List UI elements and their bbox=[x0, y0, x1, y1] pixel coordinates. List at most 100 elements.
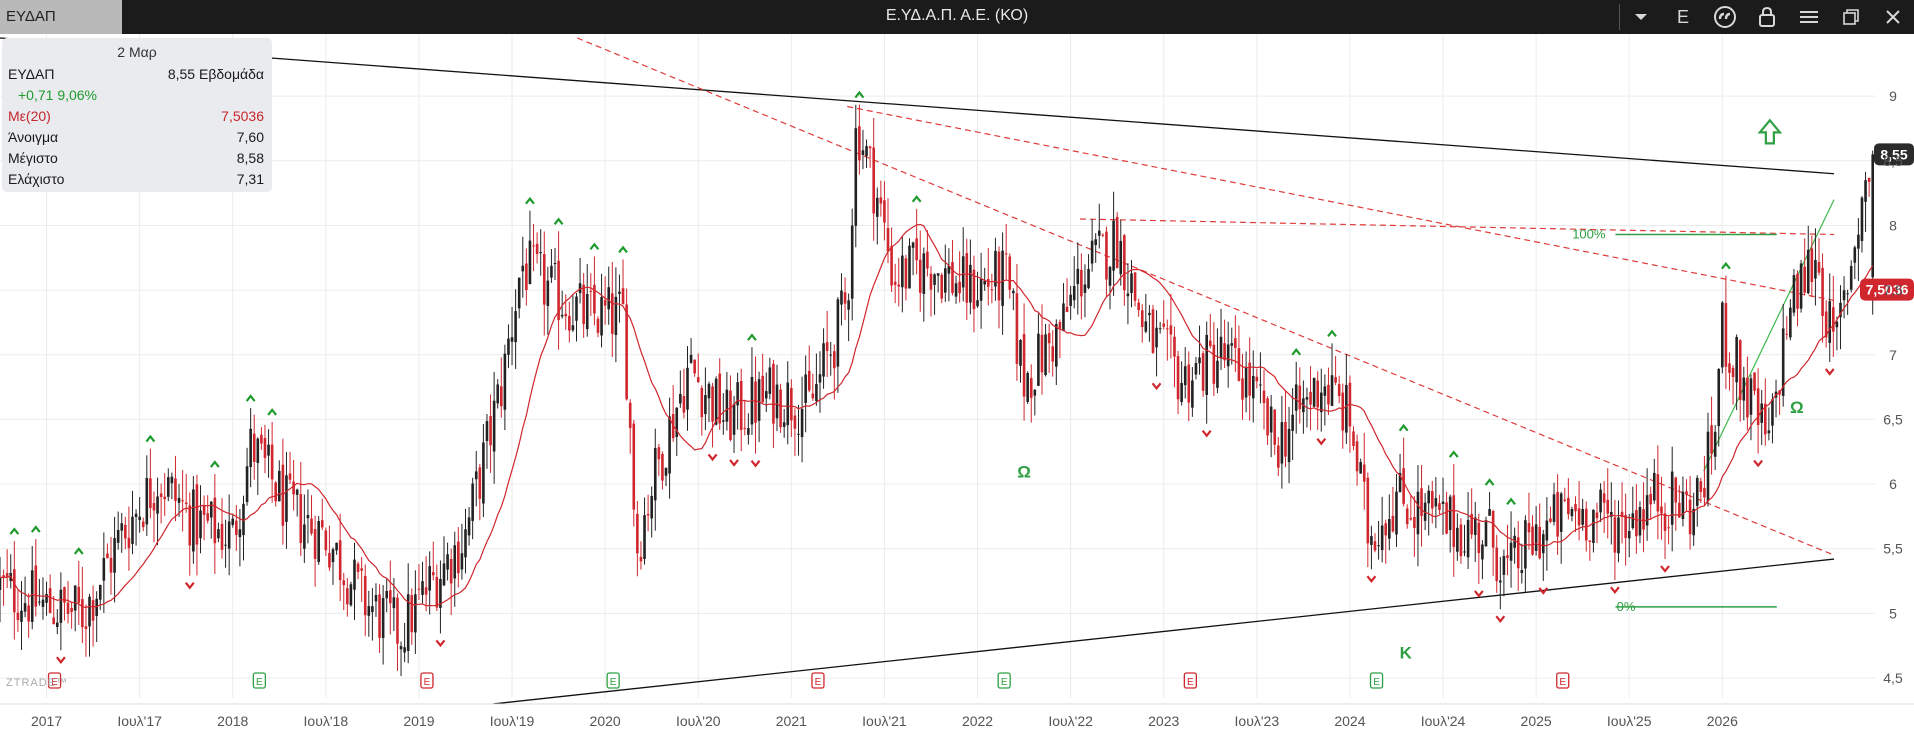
candle-body bbox=[1058, 322, 1062, 329]
candle-body bbox=[1352, 431, 1355, 447]
hamburger-menu-icon[interactable] bbox=[1788, 0, 1830, 34]
candle-body bbox=[542, 254, 546, 305]
candle-body bbox=[1065, 306, 1069, 312]
candle-body bbox=[1115, 216, 1119, 268]
candle-body bbox=[861, 150, 865, 155]
candle-body bbox=[1549, 518, 1552, 522]
candle-body bbox=[793, 415, 797, 429]
candle-body bbox=[1695, 477, 1699, 506]
candle-body bbox=[260, 434, 263, 444]
candle-body bbox=[1674, 477, 1678, 503]
info-low-label: Ελάχιστο bbox=[8, 171, 65, 187]
candle-body bbox=[850, 225, 854, 299]
candle-body bbox=[886, 227, 890, 252]
candle-body bbox=[707, 383, 711, 399]
candle-body bbox=[854, 128, 858, 226]
dashed-trendline bbox=[847, 105, 1835, 302]
candle-body bbox=[1072, 286, 1076, 301]
candle-body bbox=[1817, 261, 1821, 273]
candle-body bbox=[1552, 494, 1556, 522]
earnings-event-label: E bbox=[1373, 677, 1380, 688]
swing-high-marker bbox=[1398, 423, 1409, 432]
candle-body bbox=[410, 595, 414, 633]
candle-body bbox=[621, 288, 625, 305]
restore-window-icon[interactable] bbox=[1830, 0, 1872, 34]
lock-icon[interactable] bbox=[1746, 0, 1788, 34]
earnings-event-icon bbox=[252, 672, 267, 689]
candle-body bbox=[596, 318, 600, 333]
candle-body bbox=[1291, 414, 1294, 431]
candle-body bbox=[578, 283, 582, 294]
candle-body bbox=[772, 363, 775, 424]
candle-body bbox=[1631, 513, 1635, 528]
x-tick-label: Ιουλ'21 bbox=[862, 713, 907, 729]
candle-body bbox=[1119, 240, 1123, 275]
candle-body bbox=[833, 351, 836, 369]
candle-body bbox=[1538, 526, 1542, 559]
candle-body bbox=[1642, 509, 1645, 530]
candle-body bbox=[775, 384, 779, 419]
candle-body bbox=[1849, 266, 1853, 290]
candle-body bbox=[689, 354, 693, 363]
candle-body bbox=[1327, 384, 1330, 405]
earnings-event-icon bbox=[997, 672, 1011, 689]
candle-body bbox=[1248, 362, 1251, 396]
candle-body bbox=[1541, 534, 1545, 554]
candle-body bbox=[951, 262, 954, 294]
letter-e-icon[interactable]: E bbox=[1662, 0, 1704, 34]
candle-body bbox=[944, 268, 947, 293]
candle-body bbox=[883, 200, 886, 223]
candle-body bbox=[1409, 518, 1413, 520]
candle-body bbox=[1355, 441, 1359, 472]
candle-body bbox=[1191, 380, 1194, 408]
candle-body bbox=[414, 594, 417, 633]
candle-body bbox=[539, 252, 542, 254]
candle-body bbox=[600, 297, 603, 336]
candle-body bbox=[1499, 580, 1502, 583]
candle-body bbox=[1832, 307, 1835, 332]
info-row-high: Μέγιστο 8,58 bbox=[8, 150, 264, 170]
x-tick-label: Ιουλ'18 bbox=[304, 713, 349, 729]
candle-body bbox=[1266, 398, 1269, 436]
swing-high-marker bbox=[911, 195, 922, 203]
ma-line bbox=[0, 223, 1874, 609]
dropdown-arrow-icon[interactable] bbox=[1620, 0, 1662, 34]
candle-body bbox=[41, 599, 45, 607]
candle-body bbox=[593, 284, 596, 314]
candle-body bbox=[1430, 491, 1434, 509]
candle-body bbox=[711, 386, 714, 422]
candle-body bbox=[1090, 240, 1094, 264]
candle-body bbox=[38, 601, 41, 603]
candle-body bbox=[657, 447, 661, 460]
candle-body bbox=[431, 572, 435, 576]
earnings-event-icon bbox=[1556, 672, 1570, 689]
candle-body bbox=[897, 284, 901, 287]
candle-body bbox=[385, 591, 389, 599]
candle-body bbox=[679, 394, 682, 404]
candle-body bbox=[1380, 525, 1384, 551]
candle-body bbox=[1309, 391, 1312, 405]
close-icon[interactable] bbox=[1872, 0, 1914, 34]
candle-body bbox=[496, 384, 500, 404]
earnings-event-label: E bbox=[1187, 677, 1194, 688]
candle-body bbox=[249, 428, 252, 468]
y-tick-label: 9 bbox=[1889, 88, 1897, 104]
candle-body bbox=[790, 388, 793, 421]
earnings-event-icon bbox=[1369, 672, 1384, 689]
candle-body bbox=[761, 375, 764, 403]
candle-body bbox=[1198, 357, 1201, 364]
symbol-tab[interactable]: ΕΥΔΑΠ bbox=[0, 0, 122, 34]
candle-body bbox=[682, 396, 686, 413]
candle-body bbox=[306, 514, 310, 519]
candle-body bbox=[514, 311, 517, 343]
candle-body bbox=[252, 433, 256, 462]
candle-body bbox=[1194, 363, 1198, 375]
quote-icon[interactable] bbox=[1704, 0, 1746, 34]
candle-body bbox=[120, 523, 124, 531]
candle-body bbox=[1212, 344, 1216, 384]
candle-body bbox=[127, 537, 131, 549]
candle-body bbox=[1234, 338, 1237, 348]
candle-body bbox=[209, 501, 213, 518]
candle-body bbox=[231, 518, 235, 525]
